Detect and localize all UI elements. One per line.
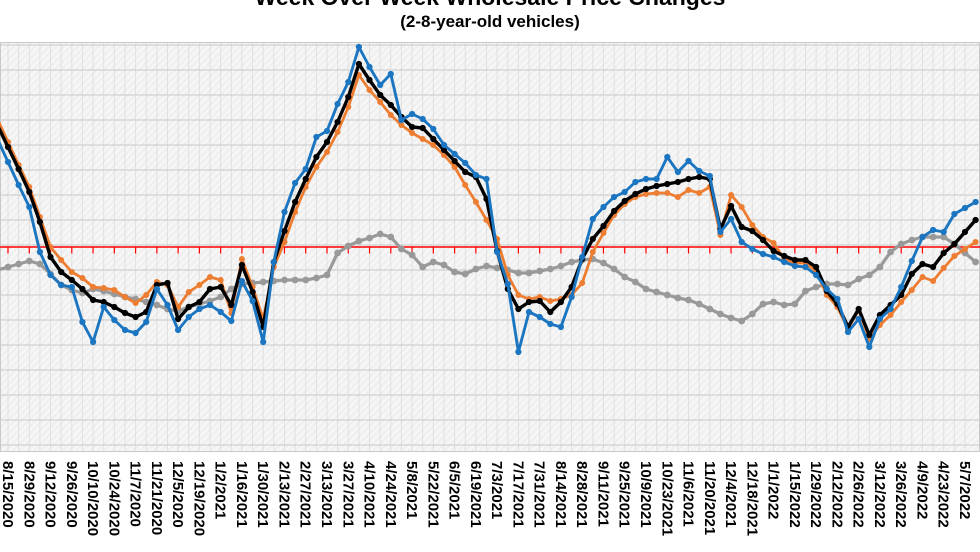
- x-axis-label: 10/10/2020: [84, 461, 101, 536]
- x-axis-label: 6/5/2021: [446, 461, 463, 519]
- x-axis-label: 5/8/2021: [403, 461, 420, 519]
- x-axis-label: 1/1/2022: [765, 461, 782, 519]
- x-axis-label: 9/25/2021: [616, 461, 633, 528]
- x-axis-label: 8/29/2020: [20, 461, 37, 528]
- x-axis-label: 4/24/2021: [382, 461, 399, 528]
- x-axis-label: 2/13/2021: [275, 461, 292, 528]
- x-axis-label: 10/9/2021: [637, 461, 654, 528]
- x-axis-label: 1/16/2021: [233, 461, 250, 528]
- x-axis-label: 10/24/2020: [105, 461, 122, 536]
- x-axis-label: 5/22/2021: [424, 461, 441, 528]
- x-axis-label: 1/15/2022: [786, 461, 803, 528]
- x-axis-label: 11/6/2021: [680, 461, 697, 527]
- x-axis-label: 3/13/2021: [318, 461, 335, 528]
- x-axis-label: 1/29/2022: [807, 461, 824, 528]
- chart-title: Week Over Week Wholesale Price Changes: [0, 0, 980, 9]
- chart-subtitle: (2-8-year-old vehicles): [400, 12, 580, 31]
- x-axis-label: 12/18/2021: [743, 461, 760, 536]
- x-axis-label: 2/27/2021: [297, 461, 314, 528]
- x-axis-label: 8/28/2021: [573, 461, 590, 528]
- x-axis-labels: 8/15/2020 8/29/2020 9/12/2020 9/26/2020 10/1…: [0, 461, 973, 536]
- x-axis-label: 3/26/2022: [892, 461, 909, 528]
- x-axis-label: 9/26/2020: [63, 461, 80, 528]
- x-axis-label: 7/17/2021: [509, 461, 526, 528]
- x-axis-label: 9/11/2021: [594, 461, 611, 527]
- series-blue: [0, 43, 979, 356]
- x-axis-label: 6/19/2021: [467, 461, 484, 528]
- x-axis-label: 2/12/2022: [828, 461, 845, 528]
- x-axis-label: 11/7/2020: [127, 461, 144, 527]
- x-axis-label: 4/9/2022: [913, 461, 930, 519]
- x-axis-label: 3/27/2021: [339, 461, 356, 528]
- x-axis-label: 2/26/2022: [850, 461, 867, 528]
- x-axis-label: 12/5/2020: [169, 461, 186, 528]
- x-axis-label: 8/14/2021: [552, 461, 569, 528]
- x-axis-label: 12/19/2020: [190, 461, 207, 536]
- x-axis-label: 1/2/2021: [212, 461, 229, 519]
- x-axis-label: 4/23/2022: [935, 461, 952, 528]
- x-axis-label: 11/21/2020: [148, 461, 165, 535]
- x-axis-label: 9/12/2020: [42, 461, 59, 528]
- x-axis-label: 4/10/2021: [361, 461, 378, 528]
- x-axis-label: 7/3/2021: [488, 461, 505, 519]
- x-axis-label: 1/30/2021: [254, 461, 271, 528]
- series-gray-dotted: [0, 230, 979, 325]
- x-axis-label: 7/31/2021: [531, 461, 548, 528]
- x-axis-label: 8/15/2020: [0, 461, 16, 528]
- x-axis-label: 5/7/2022: [956, 461, 973, 519]
- x-axis-label: 11/20/2021: [701, 461, 718, 535]
- x-axis-label: 10/23/2021: [658, 461, 675, 536]
- plot-area: 8/15/2020 8/29/2020 9/12/2020 9/26/2020 10/1…: [0, 42, 980, 536]
- x-axis-label: 3/12/2022: [871, 461, 888, 528]
- x-axis-label: 12/4/2021: [722, 461, 739, 528]
